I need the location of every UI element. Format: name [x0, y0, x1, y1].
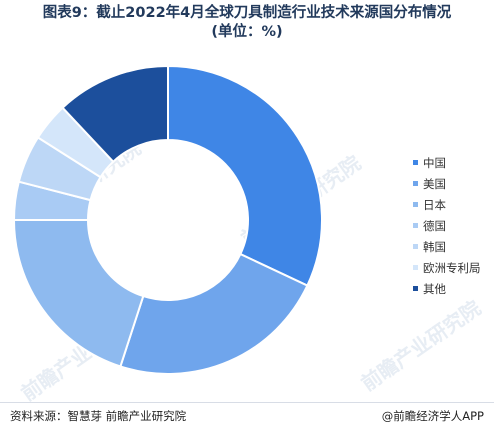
- legend-label: 中国: [423, 155, 446, 170]
- legend-swatch: [413, 181, 418, 186]
- chart-title-line2: (单位：%): [211, 24, 283, 40]
- legend-swatch: [413, 244, 418, 249]
- legend-swatch: [413, 223, 418, 228]
- donut-slice-7: [61, 64, 169, 164]
- legend-item: 其他: [413, 278, 481, 299]
- legend-swatch: [413, 160, 418, 165]
- donut-slice-3: [12, 219, 145, 368]
- legend-label: 欧洲专利局: [423, 260, 481, 275]
- chart-legend: 中国美国日本德国韩国欧洲专利局其他: [413, 152, 481, 299]
- legend-swatch: [413, 286, 418, 291]
- chart-title: 图表9：截止2022年4月全球刀具制造行业技术来源国分布情况 (单位：%): [6, 4, 488, 42]
- donut-slice-2: [119, 252, 309, 375]
- legend-item: 日本: [413, 194, 481, 215]
- source-note: 资料来源：智慧芽 前瞻产业研究院: [10, 409, 187, 423]
- legend-label: 其他: [423, 281, 446, 296]
- legend-swatch: [413, 265, 418, 270]
- legend-label: 美国: [423, 176, 446, 191]
- legend-item: 欧洲专利局: [413, 257, 481, 278]
- footer: 资料来源：智慧芽 前瞻产业研究院 @前瞻经济学人APP: [0, 402, 494, 429]
- brand-note: @前瞻经济学人APP: [381, 409, 484, 423]
- legend-label: 德国: [423, 218, 446, 233]
- chart-title-line1: 图表9：截止2022年4月全球刀具制造行业技术来源国分布情况: [42, 5, 452, 21]
- legend-item: 韩国: [413, 236, 481, 257]
- legend-label: 日本: [423, 197, 446, 212]
- donut-slice-1: [167, 64, 323, 287]
- legend-item: 中国: [413, 152, 481, 173]
- legend-item: 美国: [413, 173, 481, 194]
- legend-swatch: [413, 202, 418, 207]
- legend-label: 韩国: [423, 239, 446, 254]
- legend-item: 德国: [413, 215, 481, 236]
